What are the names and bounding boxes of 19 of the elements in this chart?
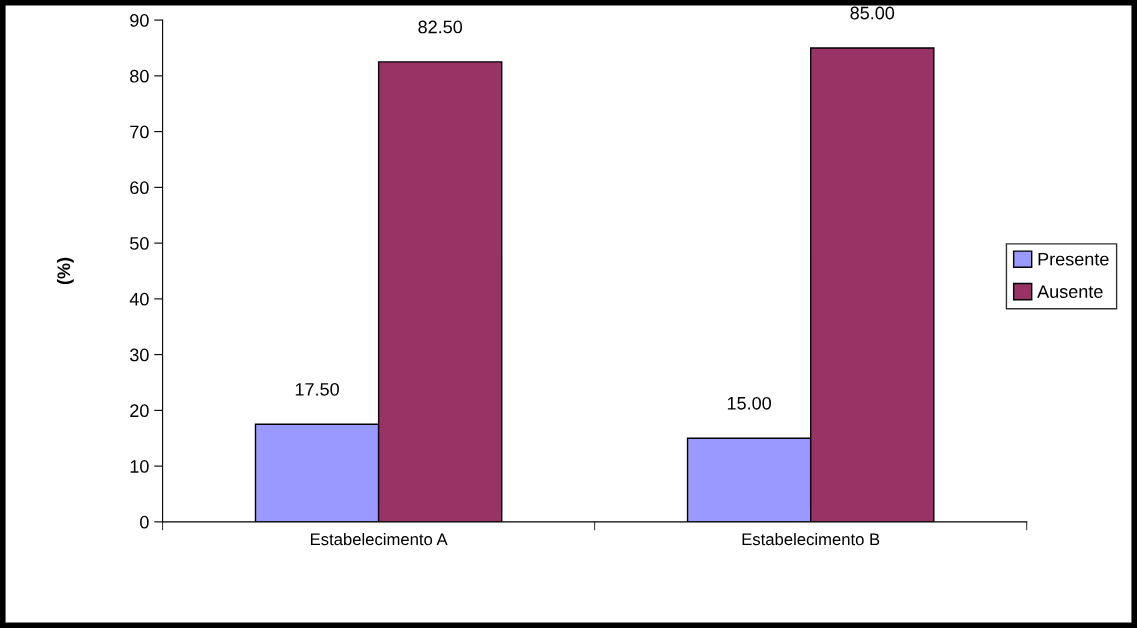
y-tick-label: 40 [129,292,149,306]
y-axis-title: (%) [56,257,74,285]
y-tick-label: 20 [130,404,149,418]
data-label: 15.00 [727,396,771,410]
data-label: 82.50 [418,20,463,34]
x-tick-label: Estabelecimento B [742,532,880,546]
x-tick-label: Estabelecimento A [310,532,448,546]
data-label: 85.00 [850,6,895,20]
y-tick-label: 50 [130,237,149,250]
y-tick-label: 80 [130,69,149,83]
y-tick-label: 10 [130,460,149,473]
y-tick-label: 60 [130,181,149,195]
data-label: 17.50 [295,382,339,396]
y-tick-label: 0 [140,515,149,529]
y-tick-label: 70 [130,125,149,139]
legend-label: Ausente [1037,285,1103,298]
y-tick-label: 90 [130,14,149,27]
y-tick-label: 30 [130,348,149,362]
legend-label: Presente [1038,252,1109,266]
